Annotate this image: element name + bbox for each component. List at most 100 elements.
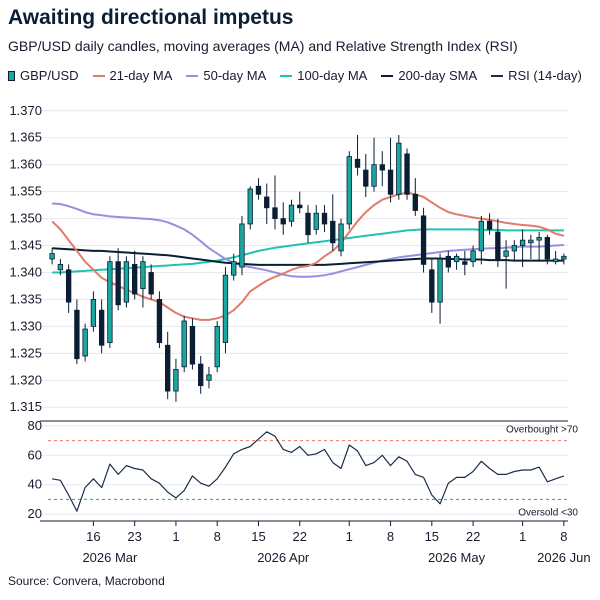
candle-body [470,250,476,263]
price-tick-label: 1.340 [9,264,42,279]
ma100-line [52,228,564,274]
candle-body [222,274,229,343]
price-tick-label: 1.355 [9,184,42,199]
overbought-label: Overbought >70 [506,425,578,436]
legend-item: GBP/USD [8,68,79,83]
ma21-line [51,191,565,321]
legend-item: RSI (14-day) [491,68,582,83]
candle-body [412,193,418,211]
candle-body [536,237,542,241]
legend-item: 100-day MA [280,68,367,83]
candle-body [305,212,311,236]
legend-swatch [381,74,394,77]
candle-body [503,250,509,257]
candle-body [462,261,468,265]
candle-body [420,215,427,265]
rsi-tick-label: 60 [28,447,42,462]
candle-body [396,142,402,195]
x-tick-label: 1 [172,529,179,544]
candle-body [313,212,319,230]
legend-swatch [186,74,199,77]
candle-body [272,207,278,219]
candle-body [90,299,97,327]
candle-body [198,363,204,387]
x-tick-label: 22 [466,529,480,544]
candle-body [115,261,121,306]
candle-body [173,369,179,392]
candle-body [544,237,551,260]
x-month-label: 2026 Apr [257,550,310,565]
price-tick-label: 1.320 [9,372,42,387]
candle-body [239,223,245,268]
legend-label: 100-day MA [297,68,368,83]
oversold-label: Oversold <30 [518,507,578,518]
candle-body [148,272,154,295]
candle-body [429,269,435,303]
candle-body [82,328,88,357]
candle-body [189,325,196,365]
legend-label: 21-day MA [109,68,173,83]
x-tick-label: 8 [214,529,221,544]
candle-body [346,156,352,225]
candle-body [379,164,385,171]
candle-body [371,164,377,187]
x-tick-label: 16 [86,529,100,544]
candle-body [288,204,295,222]
candle-body [495,231,501,260]
x-tick-label: 8 [560,529,567,544]
legend-swatch [280,74,293,77]
legend-label: 200-day SMA [398,68,478,83]
price-tick-label: 1.345 [9,238,42,253]
legend-label: 50-day MA [203,68,267,83]
x-tick-label: 15 [425,529,439,544]
legend-label: GBP/USD [20,68,79,83]
x-tick-label: 1 [519,529,526,544]
candle-body [519,239,526,246]
candle-body [65,269,72,303]
candle-body [206,374,212,381]
candle-body [123,261,130,303]
candle-body [321,212,328,225]
rsi-tick-label: 80 [28,418,42,433]
candle-body [354,158,361,168]
candle-body [165,344,171,392]
legend-item: 200-day SMA [381,68,477,83]
candle-body [214,325,220,368]
x-tick-label: 23 [127,529,141,544]
candle-body [511,245,518,252]
candle-body [552,258,559,263]
candle-body [453,255,460,263]
candle-body [57,263,64,271]
price-tick-label: 1.315 [9,399,42,414]
chart-source: Source: Convera, Macrobond [8,574,165,588]
candle-body [330,220,336,244]
candle-body [478,220,485,252]
candle-body [404,153,410,195]
x-tick-label: 8 [387,529,394,544]
candle-body [49,253,55,260]
rsi-tick-label: 40 [28,477,42,492]
legend-item: 50-day MA [186,68,266,83]
legend-label: RSI (14-day) [508,68,582,83]
x-month-label: 2026 May [428,550,486,565]
candle-body [231,261,237,276]
price-tick-label: 1.330 [9,318,42,333]
candle-body [437,258,443,303]
x-tick-label: 22 [293,529,307,544]
candle-body [363,169,369,187]
candle-body [338,223,344,252]
candle-body [297,204,303,209]
candle-body [107,261,113,343]
candle-body [181,320,187,368]
price-tick-label: 1.365 [9,130,42,145]
price-tick-label: 1.335 [9,291,42,306]
candle-body [387,169,394,195]
x-tick-label: 1 [346,529,353,544]
sma200-line [52,247,564,266]
legend-swatch [8,70,15,81]
legend-item: 21-day MA [92,68,173,83]
price-tick-label: 1.325 [9,345,42,360]
candle-body [280,218,286,225]
candle-body [247,188,253,225]
